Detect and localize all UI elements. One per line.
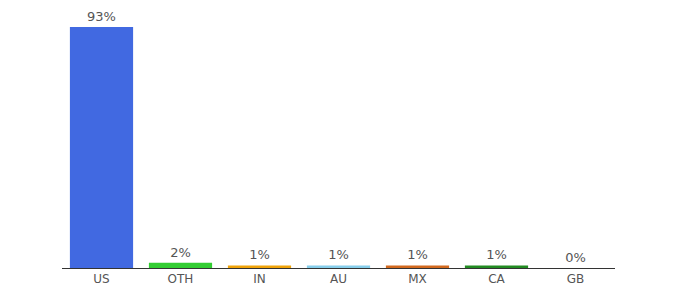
- svg-text:MX: MX: [408, 272, 427, 286]
- svg-text:AU: AU: [330, 272, 347, 286]
- svg-text:2%: 2%: [170, 245, 191, 260]
- svg-text:US: US: [93, 272, 109, 286]
- svg-text:OTH: OTH: [168, 272, 194, 286]
- svg-text:93%: 93%: [87, 9, 116, 24]
- svg-text:GB: GB: [567, 272, 585, 286]
- svg-text:IN: IN: [253, 272, 266, 286]
- svg-text:1%: 1%: [486, 247, 507, 262]
- svg-text:1%: 1%: [407, 247, 428, 262]
- svg-text:1%: 1%: [328, 247, 349, 262]
- svg-text:CA: CA: [488, 272, 505, 286]
- svg-text:0%: 0%: [565, 250, 586, 265]
- svg-text:1%: 1%: [249, 247, 270, 262]
